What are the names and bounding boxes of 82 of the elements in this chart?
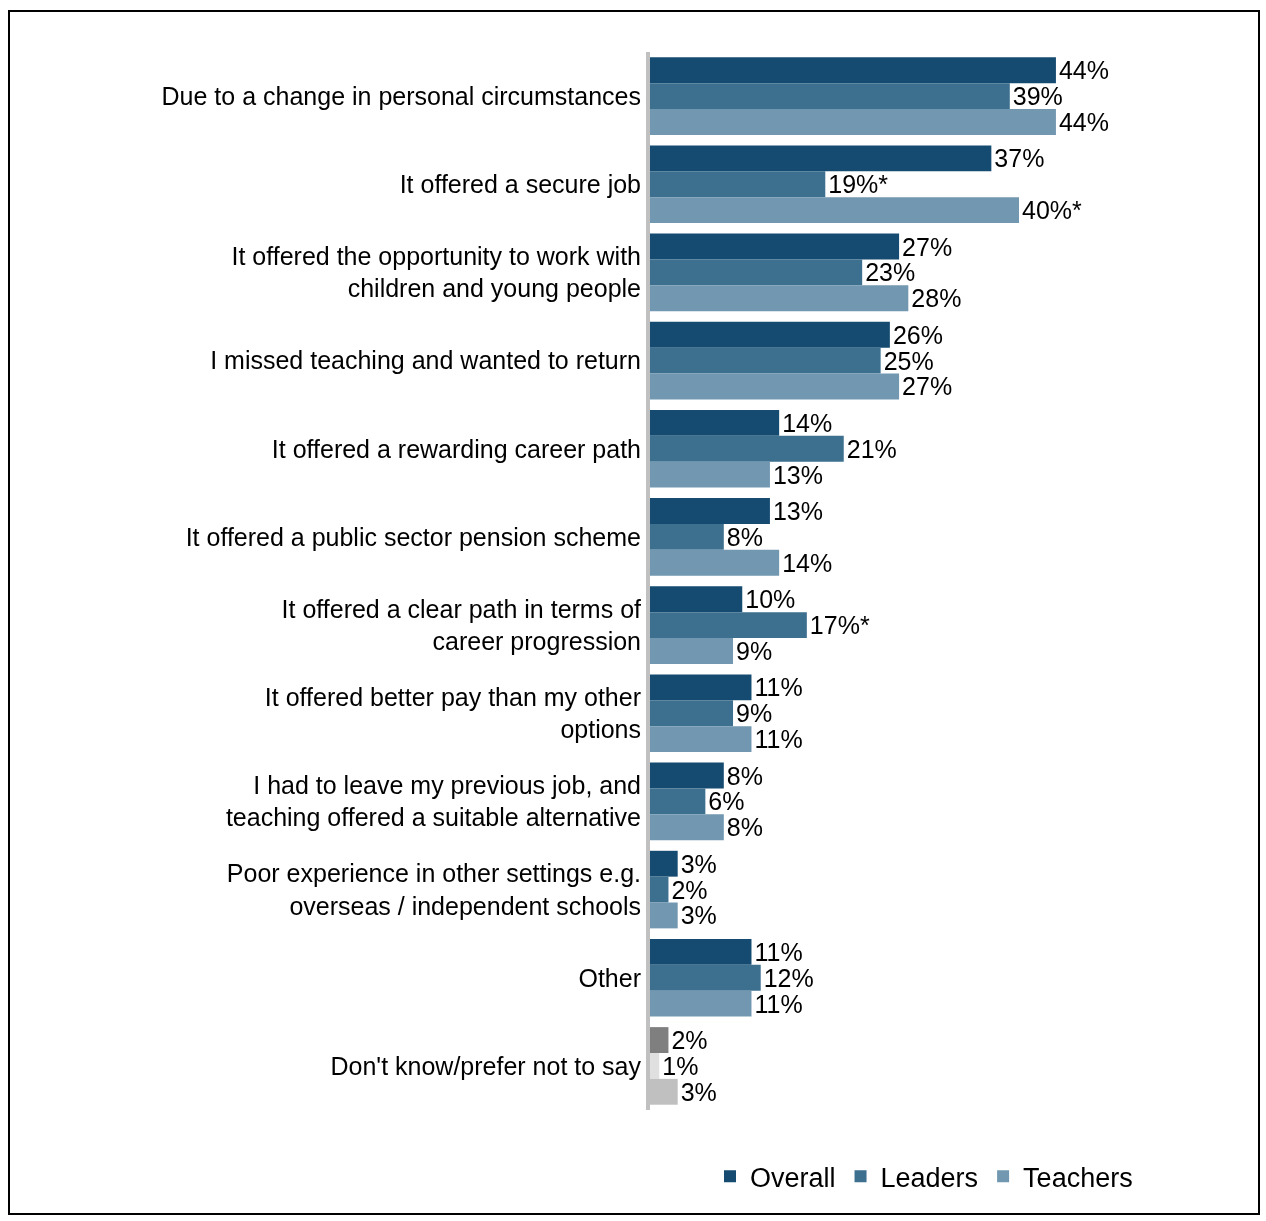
bar [650, 902, 678, 929]
bar [650, 498, 770, 524]
data-label: 8% [726, 522, 763, 551]
data-label: 13% [772, 460, 823, 489]
bar [650, 321, 890, 348]
data-label: 11% [754, 725, 803, 754]
data-label: 9% [736, 636, 773, 665]
bar [650, 461, 770, 488]
bar [650, 171, 826, 198]
y-tick-label: It offered the opportunity to work with children and young people [231, 241, 641, 303]
data-label: 28% [911, 284, 962, 313]
data-label: 10% [745, 585, 796, 614]
y-tick-label: I missed teaching and wanted to return [210, 346, 641, 375]
bar [650, 83, 1010, 110]
bar [650, 233, 900, 260]
bar [650, 409, 780, 436]
bar [650, 197, 1020, 224]
y-tick-label: Poor experience in other settings e.g. overseas / independent schools [226, 859, 641, 920]
data-label: 40%* [1022, 196, 1083, 225]
y-tick-label: Due to a change in personal circumstances [161, 81, 641, 110]
data-label: 11% [754, 937, 803, 966]
bar [650, 549, 780, 576]
data-label: 21% [846, 434, 897, 463]
y-tick-label: Don't know/prefer not to say [330, 1051, 642, 1080]
data-label: 14% [782, 548, 833, 577]
bar [650, 964, 761, 991]
data-label: 27% [902, 372, 953, 401]
bar [650, 145, 992, 172]
data-label: 27% [902, 232, 953, 261]
bar [650, 638, 734, 664]
legend-label: Leaders [880, 1162, 979, 1193]
bar [650, 523, 724, 550]
data-label: 3% [680, 1077, 717, 1106]
y-tick-label: It offered better pay than my other options [264, 682, 641, 744]
data-label: 11% [754, 673, 803, 702]
bar [650, 586, 743, 613]
data-label: 3% [680, 849, 717, 878]
data-label: 25% [883, 346, 934, 375]
bar [650, 373, 900, 400]
bar [650, 1052, 660, 1079]
y-tick-label: It offered a rewarding career path [271, 434, 641, 463]
bar [650, 109, 1056, 135]
bar [650, 285, 909, 312]
data-label: 8% [726, 761, 763, 790]
bar [650, 788, 706, 815]
data-label: 2% [671, 875, 708, 904]
data-label: 23% [865, 258, 916, 287]
data-label: 44% [1058, 56, 1109, 85]
data-label: 17%* [809, 611, 870, 640]
data-label: 37% [994, 144, 1045, 173]
bar [650, 259, 863, 286]
data-label: 19%* [828, 170, 889, 199]
data-label: 14% [782, 408, 833, 437]
bar [650, 700, 734, 727]
y-tick-label: It offered a secure job [399, 170, 641, 198]
legend-label: Teachers [1023, 1162, 1133, 1193]
bar [650, 435, 844, 462]
data-label: 6% [708, 787, 745, 816]
y-tick-label: It offered a clear path in terms of career progression [281, 594, 642, 656]
data-label: 13% [772, 497, 823, 526]
bar [650, 762, 724, 789]
data-label: 11% [754, 989, 803, 1018]
data-label: 8% [726, 813, 763, 842]
bar [650, 1027, 669, 1053]
y-tick-label: I had to leave my previous job, and teaching offered a suitable alternative [225, 770, 641, 832]
data-label: 9% [736, 699, 773, 728]
bar [650, 347, 881, 374]
bar [650, 612, 807, 639]
data-label: 12% [763, 963, 814, 992]
y-tick-label: It offered a public sector pension scheme [185, 522, 641, 551]
data-label: 3% [680, 901, 717, 930]
bar [650, 726, 752, 753]
data-label: 26% [892, 320, 943, 349]
bar [650, 938, 752, 965]
y-tick-label: Other [578, 963, 641, 992]
bar [650, 876, 669, 903]
bar [650, 674, 752, 701]
bar [650, 57, 1056, 84]
bar [650, 814, 724, 841]
bar [650, 990, 752, 1017]
bar [650, 850, 678, 877]
legend-label: Overall [750, 1162, 836, 1193]
